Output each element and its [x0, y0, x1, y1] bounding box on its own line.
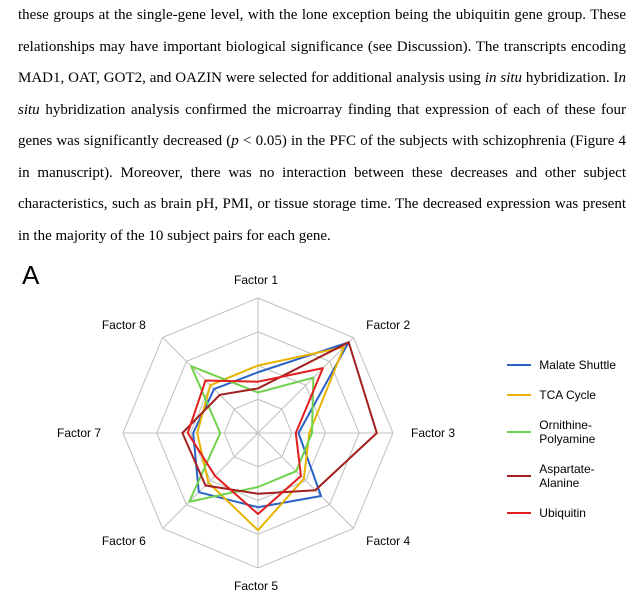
axis-label: Factor 2 — [366, 318, 410, 332]
figure-panel-a: A Malate ShuttleTCA CycleOrnithine- Poly… — [18, 258, 626, 598]
body-paragraph: these groups at the single-gene level, w… — [18, 0, 626, 252]
legend-label: Ubiquitin — [539, 506, 586, 520]
legend-label: Ornithine- Polyamine — [539, 418, 595, 446]
axis-label: Factor 1 — [234, 273, 278, 287]
axis-label: Factor 8 — [102, 318, 146, 332]
legend-swatch — [507, 431, 531, 433]
axis-label: Factor 7 — [57, 426, 101, 440]
legend-swatch — [507, 394, 531, 396]
legend-label: TCA Cycle — [539, 388, 596, 402]
axis-label: Factor 4 — [366, 534, 410, 548]
legend-item: Malate Shuttle — [507, 358, 616, 372]
legend-label: Malate Shuttle — [539, 358, 616, 372]
axis-label: Factor 3 — [411, 426, 455, 440]
legend-swatch — [507, 475, 531, 477]
legend-swatch — [507, 512, 531, 514]
axis-label: Factor 5 — [234, 579, 278, 593]
chart-legend: Malate Shuttle TCA Cycle Ornithine- Polyam… — [507, 358, 616, 536]
legend-label: Aspartate- Alanine — [539, 462, 594, 490]
legend-item: Ornithine- Polyamine — [507, 418, 616, 446]
legend-item: TCA Cycle — [507, 388, 616, 402]
legend-swatch — [507, 364, 531, 366]
legend-item: Aspartate- Alanine — [507, 462, 616, 490]
axis-label: Factor 6 — [102, 534, 146, 548]
legend-item: Ubiquitin — [507, 506, 616, 520]
